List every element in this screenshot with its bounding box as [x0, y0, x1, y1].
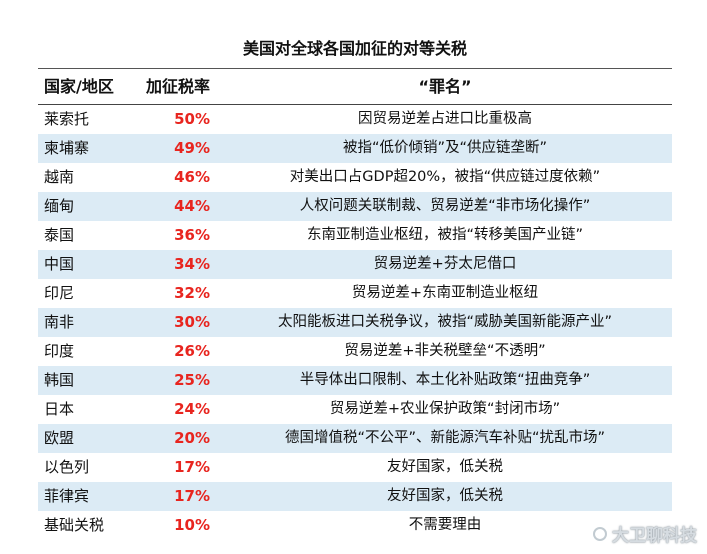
header-country: 国家/地区: [44, 77, 114, 96]
table-row: 菲律宾 17% 友好国家，低关税: [38, 482, 672, 511]
row-country: 越南: [44, 168, 75, 186]
watermark-logo-icon: [593, 526, 607, 541]
row-rate: 46%: [174, 168, 210, 186]
table-row: 以色列 17% 友好国家，低关税: [38, 453, 672, 482]
row-country: 中国: [44, 255, 75, 273]
table-row: 日本 24% 贸易逆差+农业保护政策“封闭市场”: [38, 395, 672, 424]
row-rate: 24%: [174, 400, 210, 418]
row-reason: 对美出口占GDP超20%，被指“供应链过度依赖”: [289, 169, 601, 185]
table-row: 柬埔寨 49% 被指“低价倾销”及“供应链垄断”: [38, 134, 672, 163]
row-rate: 17%: [174, 458, 210, 476]
table-row: 基础关税 10% 不需要理由: [38, 511, 672, 540]
row-country: 泰国: [44, 226, 75, 244]
table-row: 印尼 32% 贸易逆差+东南亚制造业枢纽: [38, 279, 672, 308]
row-reason: 人权问题关联制裁、贸易逆差“非市场化操作”: [299, 198, 591, 214]
table-row: 南非 30% 太阳能板进口关税争议，被指“威胁美国新能源产业”: [38, 308, 672, 337]
row-reason: 友好国家，低关税: [387, 488, 503, 504]
row-country: 基础关税: [44, 516, 105, 534]
tariff-table: 美国对全球各国加征的对等关税 国家/地区 加征税率 “罪名” 莱索托 50% 因…: [38, 30, 672, 540]
row-country: 印度: [44, 342, 75, 360]
row-reason: 不需要理由: [408, 517, 482, 533]
row-reason: 半导体出口限制、本土化补贴政策“扭曲竞争”: [299, 372, 591, 388]
row-rate: 50%: [174, 110, 210, 128]
row-reason: 贸易逆差+东南亚制造业枢纽: [351, 285, 539, 301]
watermark-text: 大卫聊科技: [612, 526, 697, 546]
table-row: 越南 46% 对美出口占GDP超20%，被指“供应链过度依赖”: [38, 163, 672, 192]
row-rate: 26%: [174, 342, 210, 360]
row-country: 柬埔寨: [44, 139, 90, 157]
row-reason: 太阳能板进口关税争议，被指“威胁美国新能源产业”: [277, 314, 613, 330]
table-row: 莱索托 50% 因贸易逆差占进口比重极高: [38, 105, 672, 134]
row-reason: 东南亚制造业枢纽，被指“转移美国产业链”: [306, 227, 584, 243]
row-rate: 20%: [174, 429, 210, 447]
row-rate: 30%: [174, 313, 210, 331]
row-rate: 49%: [174, 139, 210, 157]
table-row: 泰国 36% 东南亚制造业枢纽，被指“转移美国产业链”: [38, 221, 672, 250]
row-country: 日本: [44, 400, 75, 418]
row-rate: 10%: [174, 516, 210, 534]
row-rate: 17%: [174, 487, 210, 505]
row-reason: 贸易逆差+芬太尼借口: [373, 256, 517, 272]
row-country: 印尼: [44, 284, 75, 302]
row-reason: 因贸易逆差占进口比重极高: [358, 111, 532, 127]
table-row: 印度 26% 贸易逆差+非关税壁垒“不透明”: [38, 337, 672, 366]
row-country: 欧盟: [44, 429, 75, 447]
row-reason: 德国增值税“不公平”、新能源汽车补贴“扰乱市场”: [284, 430, 606, 446]
header-reason: “罪名”: [418, 77, 472, 96]
header-rate: 加征税率: [146, 77, 211, 96]
row-country: 莱索托: [44, 110, 90, 128]
table-header-row: 国家/地区 加征税率 “罪名”: [38, 69, 672, 105]
table-body: 莱索托 50% 因贸易逆差占进口比重极高 柬埔寨 49% 被指“低价倾销”及“供…: [38, 105, 672, 540]
row-rate: 44%: [174, 197, 210, 215]
row-reason: 贸易逆差+农业保护政策“封闭市场”: [329, 401, 561, 417]
table-title: 美国对全球各国加征的对等关税: [38, 30, 672, 69]
row-rate: 25%: [174, 371, 210, 389]
table-row: 欧盟 20% 德国增值税“不公平”、新能源汽车补贴“扰乱市场”: [38, 424, 672, 453]
row-reason: 贸易逆差+非关税壁垒“不透明”: [344, 343, 546, 359]
row-rate: 36%: [174, 226, 210, 244]
row-reason: 被指“低价倾销”及“供应链垄断”: [342, 140, 548, 156]
row-country: 以色列: [44, 458, 90, 476]
table-row: 韩国 25% 半导体出口限制、本土化补贴政策“扭曲竞争”: [38, 366, 672, 395]
row-rate: 34%: [174, 255, 210, 273]
row-rate: 32%: [174, 284, 210, 302]
table-row: 缅甸 44% 人权问题关联制裁、贸易逆差“非市场化操作”: [38, 192, 672, 221]
row-country: 韩国: [44, 371, 75, 389]
row-country: 菲律宾: [44, 487, 90, 505]
row-country: 缅甸: [44, 197, 75, 215]
row-reason: 友好国家，低关税: [387, 459, 503, 475]
watermark: 大卫聊科技: [593, 521, 697, 546]
row-country: 南非: [44, 313, 75, 331]
table-row: 中国 34% 贸易逆差+芬太尼借口: [38, 250, 672, 279]
